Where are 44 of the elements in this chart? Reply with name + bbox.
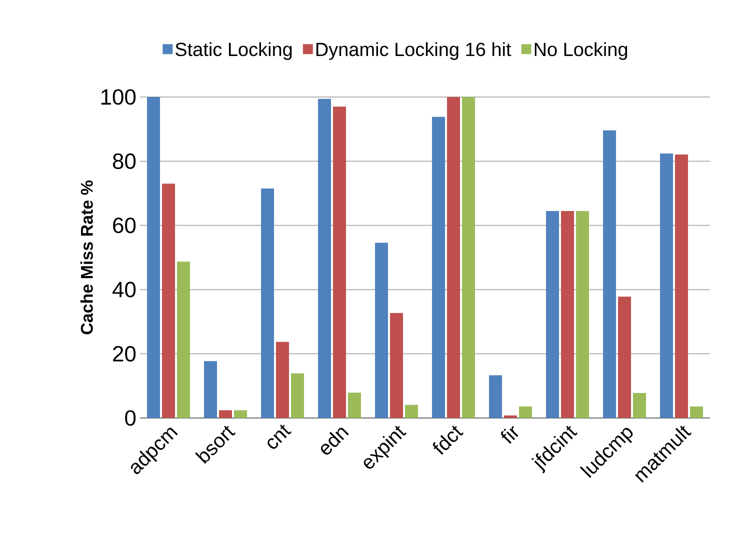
- legend-label: No Locking: [534, 42, 628, 60]
- bar: [375, 242, 388, 418]
- x-tick-label: fdct: [432, 426, 464, 455]
- bar: [333, 106, 346, 418]
- bar: [603, 130, 616, 418]
- y-tick-label: 100: [101, 89, 136, 105]
- bar: [162, 184, 176, 418]
- bar: [204, 361, 218, 418]
- bar: [675, 154, 688, 418]
- legend-label: Static Locking: [176, 42, 292, 60]
- bar: [561, 210, 574, 418]
- bar: [576, 210, 590, 418]
- bar: [234, 410, 248, 418]
- bar: [291, 373, 304, 418]
- bar: [546, 210, 560, 418]
- bar: [489, 375, 502, 418]
- y-tick-label: 60: [113, 218, 136, 234]
- y-tick-label: 20: [113, 346, 136, 362]
- y-tick-label: 0: [125, 410, 136, 426]
- y-axis-title: Cache Miss Rate %: [80, 180, 93, 334]
- legend-label: Dynamic Locking 16 hit: [316, 42, 512, 60]
- y-tick-label: 80: [112, 153, 136, 169]
- bar: [447, 96, 460, 418]
- bar: [432, 116, 446, 418]
- bar: [390, 313, 404, 418]
- x-tick-label: fir: [500, 426, 518, 444]
- bar: [177, 262, 190, 418]
- bar: [348, 392, 362, 418]
- bar: [219, 410, 232, 418]
- x-tick-label: edn: [320, 428, 349, 455]
- bar: [519, 406, 532, 418]
- bar: [147, 96, 160, 418]
- bar: [318, 98, 332, 418]
- bar: [618, 296, 632, 418]
- bar: [276, 342, 290, 418]
- bar: [462, 96, 476, 418]
- bar: [405, 404, 418, 418]
- bar: [504, 415, 518, 418]
- y-tick-label: 40: [112, 282, 136, 298]
- x-tick-label: cnt: [268, 424, 292, 449]
- bar: [633, 392, 646, 418]
- bar: [690, 406, 704, 418]
- bar: [660, 153, 674, 418]
- bar: [261, 188, 274, 418]
